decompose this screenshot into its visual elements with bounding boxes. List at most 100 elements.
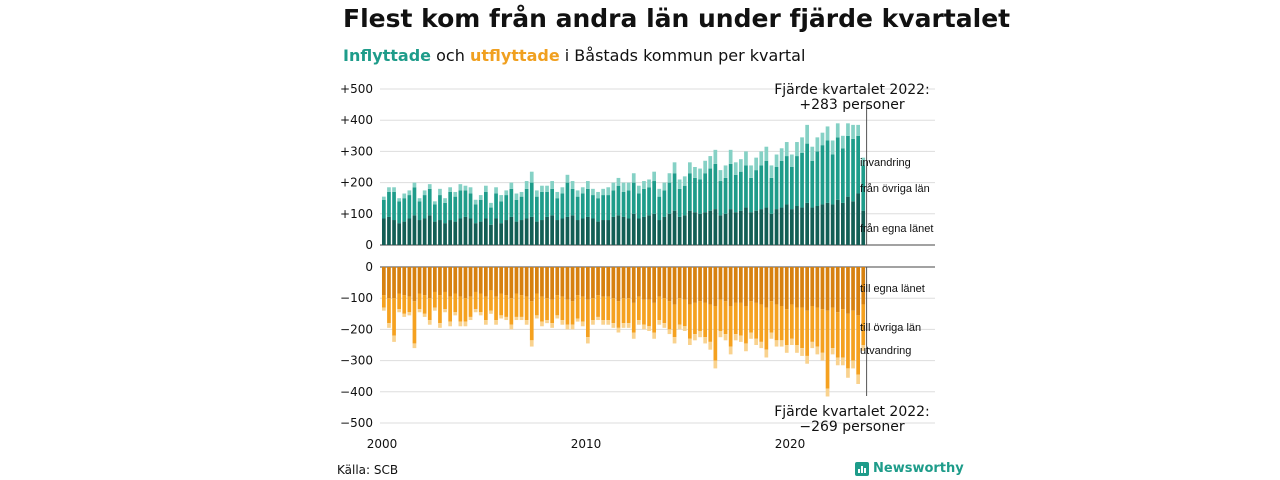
bar-in-0	[606, 220, 611, 245]
bar-in-0	[397, 223, 401, 245]
bar-in-0	[744, 207, 748, 245]
bar-out-1	[677, 298, 682, 325]
bar-out-1	[708, 304, 713, 342]
bar-in-0	[621, 216, 626, 245]
bar-out-2	[774, 340, 779, 347]
bar-in-0	[596, 221, 600, 245]
bar-out-2	[728, 346, 733, 355]
bar-in-1	[790, 167, 794, 210]
bar-out-0	[580, 267, 585, 297]
bar-in-1	[825, 140, 830, 203]
bar-out-2	[851, 360, 855, 369]
bar-in-1	[555, 198, 560, 221]
bar-out-1	[392, 298, 396, 336]
bar-in-0	[591, 218, 595, 245]
bar-out-1	[509, 298, 514, 325]
bar-in-0	[565, 216, 570, 245]
subtitle-in-word: Inflyttade	[343, 46, 432, 65]
bar-in-0	[560, 218, 565, 245]
bar-out-2	[652, 332, 656, 339]
bar-in-0	[733, 212, 738, 245]
annotation-top-line1: Fjärde kvartalet 2022:	[774, 82, 930, 98]
bar-in-0	[473, 223, 478, 245]
bar-in-1	[478, 199, 483, 222]
bar-out-0	[657, 267, 662, 297]
bar-out-1	[764, 307, 769, 350]
bar-out-0	[596, 267, 600, 296]
bar-in-2	[438, 188, 442, 196]
bar-in-1	[815, 151, 820, 206]
bar-in-0	[575, 220, 580, 245]
bar-out-1	[642, 299, 646, 325]
bar-in-1	[856, 135, 860, 194]
bar-in-1	[575, 196, 580, 221]
bar-in-2	[412, 182, 417, 188]
bar-out-2	[672, 337, 677, 344]
bar-out-1	[647, 299, 651, 327]
bar-out-0	[739, 267, 743, 303]
bar-out-1	[728, 306, 733, 347]
bar-in-1	[397, 201, 401, 224]
bar-out-2	[626, 323, 631, 328]
bar-out-1	[473, 291, 478, 310]
bar-out-0	[504, 267, 509, 296]
bar-in-1	[626, 190, 631, 219]
bar-in-2	[820, 132, 825, 146]
bar-in-0	[835, 199, 840, 245]
bar-out-1	[835, 312, 840, 358]
bar-in-0	[407, 218, 412, 245]
bar-out-1	[606, 296, 611, 321]
bar-in-2	[570, 181, 575, 189]
bar-out-1	[407, 296, 412, 313]
bar-out-1	[478, 293, 483, 313]
bar-out-0	[509, 267, 514, 299]
bar-in-1	[749, 177, 753, 213]
bar-in-2	[723, 165, 728, 178]
bar-out-0	[626, 267, 631, 299]
bar-in-2	[754, 157, 758, 171]
bar-in-2	[458, 184, 463, 191]
bar-in-2	[810, 146, 815, 161]
bar-in-2	[529, 171, 534, 183]
bar-out-2	[412, 343, 417, 349]
bar-out-0	[642, 267, 646, 300]
bar-in-2	[407, 190, 412, 196]
bar-out-1	[580, 296, 585, 322]
bar-out-2	[509, 324, 514, 330]
bar-out-2	[698, 330, 702, 338]
bar-in-2	[728, 149, 733, 164]
bar-in-2	[637, 185, 641, 194]
bar-in-1	[647, 187, 651, 216]
bar-out-1	[723, 301, 728, 335]
bar-out-2	[540, 321, 544, 327]
bar-out-0	[637, 267, 641, 297]
bar-out-2	[723, 334, 728, 341]
bar-out-2	[560, 320, 565, 325]
bar-in-2	[790, 154, 794, 167]
bar-in-1	[693, 177, 697, 213]
bar-in-1	[652, 181, 656, 214]
bar-out-0	[856, 267, 860, 316]
bar-out-1	[422, 295, 427, 314]
bar-out-1	[397, 293, 401, 310]
bar-in-2	[402, 193, 407, 199]
bar-out-2	[387, 323, 391, 328]
bar-in-0	[652, 213, 656, 245]
bar-out-1	[586, 299, 590, 338]
bar-in-2	[830, 140, 835, 155]
bar-out-2	[473, 309, 478, 313]
bar-in-0	[841, 202, 845, 245]
bar-out-2	[606, 320, 611, 325]
bar-in-1	[764, 160, 769, 208]
segment-label-ovriga-in: från övriga län	[860, 183, 930, 195]
bar-out-2	[749, 332, 753, 339]
bar-out-2	[611, 323, 616, 328]
bar-out-2	[468, 316, 473, 321]
bar-in-0	[448, 220, 452, 245]
bar-in-0	[601, 220, 605, 245]
bar-in-2	[631, 173, 636, 183]
bar-out-2	[545, 320, 549, 324]
bar-in-2	[468, 187, 473, 194]
bar-in-1	[596, 198, 600, 222]
